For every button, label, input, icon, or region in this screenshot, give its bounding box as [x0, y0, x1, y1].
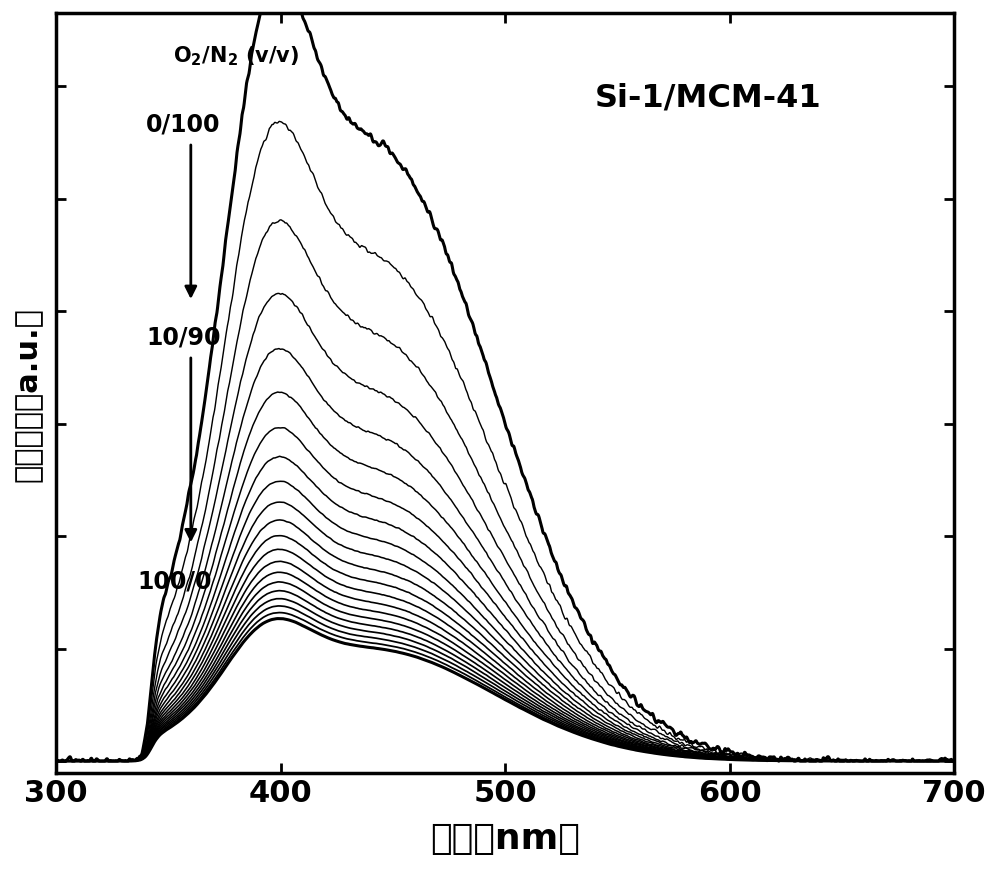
X-axis label: 波长（nm）: 波长（nm） [430, 821, 580, 855]
Text: Si-1/MCM-41: Si-1/MCM-41 [595, 83, 822, 113]
Text: 0/100: 0/100 [146, 113, 220, 136]
Text: 100/0: 100/0 [137, 568, 211, 593]
Y-axis label: 发光强度（a.u.）: 发光强度（a.u.） [14, 307, 43, 481]
Text: 10/90: 10/90 [146, 325, 220, 349]
Text: $\mathbf{O_2/N_2}$ $\mathbf{(v/v)}$: $\mathbf{O_2/N_2}$ $\mathbf{(v/v)}$ [173, 44, 299, 68]
